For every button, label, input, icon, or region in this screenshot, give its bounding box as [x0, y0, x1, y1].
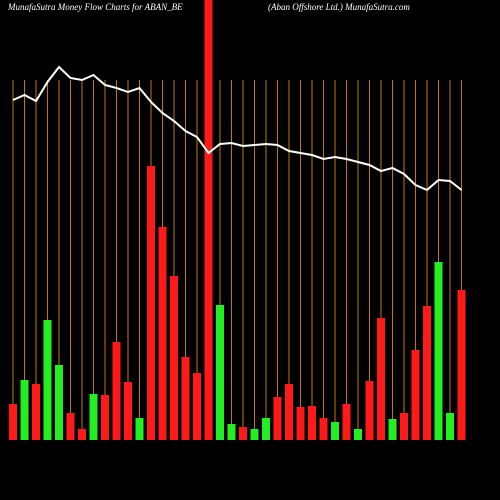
bar	[388, 419, 397, 440]
bar	[181, 357, 190, 440]
bar	[342, 404, 351, 440]
bar	[124, 382, 132, 440]
bar	[423, 306, 431, 440]
chart-title: MunafaSutra Money Flow Charts for ABAN_B…	[7, 2, 183, 12]
bar	[112, 342, 121, 440]
bar	[135, 418, 144, 440]
bar	[457, 290, 466, 440]
bar	[9, 404, 17, 440]
bar	[331, 422, 339, 440]
bar	[89, 394, 98, 440]
bar	[227, 424, 236, 440]
bar	[446, 413, 454, 440]
bar	[400, 413, 408, 440]
bar	[101, 395, 109, 440]
bar	[66, 413, 75, 440]
bar	[78, 429, 86, 440]
bar	[434, 262, 443, 440]
bar	[239, 427, 247, 440]
bar	[296, 407, 305, 440]
bar	[216, 305, 224, 440]
bar	[354, 429, 362, 440]
bar	[204, 0, 213, 440]
chart-subtitle: (Aban Offshore Ltd.) MunafaSutra.com	[268, 2, 410, 12]
money-flow-line	[12, 65, 463, 192]
bar	[250, 429, 259, 440]
bar	[285, 384, 293, 440]
bar	[365, 381, 374, 440]
bar	[147, 166, 155, 440]
bar	[273, 397, 282, 440]
bar	[411, 350, 420, 440]
bar	[193, 373, 201, 440]
bar	[158, 227, 167, 440]
bar	[377, 318, 385, 440]
bar	[55, 365, 63, 440]
bar	[262, 418, 270, 440]
bar	[170, 276, 178, 440]
bar	[308, 406, 316, 440]
bar	[32, 384, 40, 440]
bar	[43, 320, 52, 440]
bar	[20, 380, 29, 440]
bar	[319, 418, 328, 440]
